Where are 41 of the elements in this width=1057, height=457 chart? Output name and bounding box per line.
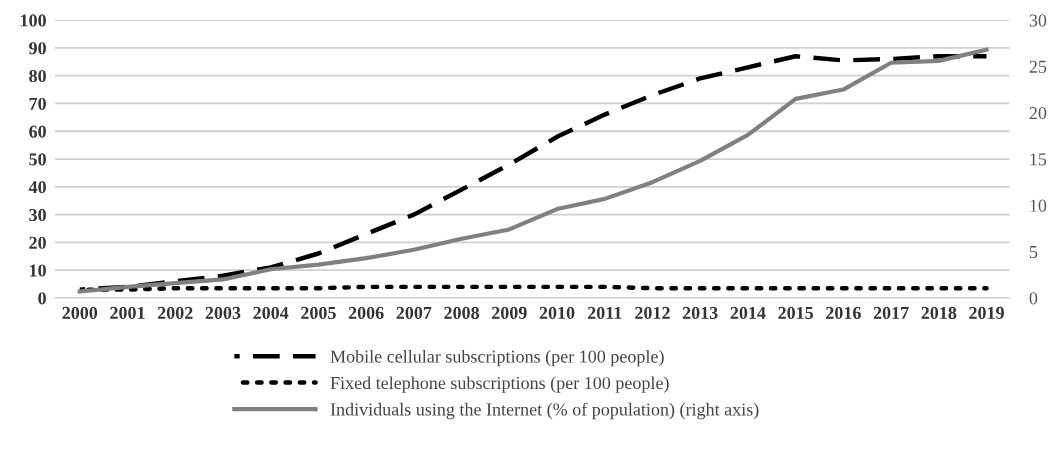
- y-tick-label: 30: [29, 208, 46, 222]
- x-tick-label: 2005: [301, 306, 336, 319]
- y2-tick-label: 15: [1030, 153, 1047, 166]
- y2-tick-label: 30: [1029, 14, 1047, 27]
- x-tick-label: 2008: [444, 306, 480, 319]
- y-tick-label: 50: [29, 153, 46, 166]
- y-tick-label: 80: [29, 69, 46, 83]
- y-tick-label: 90: [29, 42, 46, 55]
- x-tick-label: 2014: [730, 306, 766, 319]
- x-tick-label: 2000: [62, 306, 98, 319]
- x-tick-label: 2018: [921, 306, 957, 319]
- y-tick-label: 0: [38, 292, 46, 305]
- y-tick-label: 70: [29, 97, 46, 110]
- x-tick-label: 2013: [682, 306, 718, 319]
- x-tick-label: 2001: [110, 306, 145, 319]
- x-tick-label: 2016: [826, 306, 861, 319]
- y-tick-label: 100: [20, 14, 46, 27]
- x-tick-label: 2010: [539, 306, 575, 319]
- x-tick-label: 2017: [873, 306, 909, 319]
- legend-label: Fixed telephone subscriptions (per 100 people): [330, 376, 669, 393]
- y-tick-label: 60: [29, 125, 46, 138]
- legend-label: Mobile cellular subscriptions (per 100 people): [330, 349, 664, 367]
- x-tick-label: 2011: [587, 306, 622, 319]
- y2-tick-label: 25: [1029, 60, 1047, 73]
- x-tick-label: 2015: [778, 306, 814, 319]
- y-tick-label: 40: [28, 181, 46, 194]
- x-tick-label: 2019: [969, 306, 1004, 319]
- y-tick-label: 10: [30, 264, 46, 277]
- y2-tick-label: 0: [1029, 292, 1038, 305]
- x-tick-label: 2012: [635, 306, 670, 319]
- x-tick-label: 2002: [157, 306, 193, 319]
- legend-label: Individuals using the Internet (% of population) (right axis): [330, 402, 759, 420]
- x-tick-label: 2009: [492, 306, 527, 319]
- y-tick-label: 20: [29, 236, 46, 249]
- x-tick-label: 2003: [205, 306, 241, 319]
- y2-tick-label: 20: [1029, 106, 1047, 120]
- x-tick-label: 2007: [396, 306, 432, 319]
- y2-tick-label: 10: [1030, 199, 1047, 212]
- x-tick-label: 2004: [253, 306, 289, 319]
- y2-tick-label: 5: [1029, 246, 1038, 259]
- x-tick-label: 2006: [348, 306, 384, 319]
